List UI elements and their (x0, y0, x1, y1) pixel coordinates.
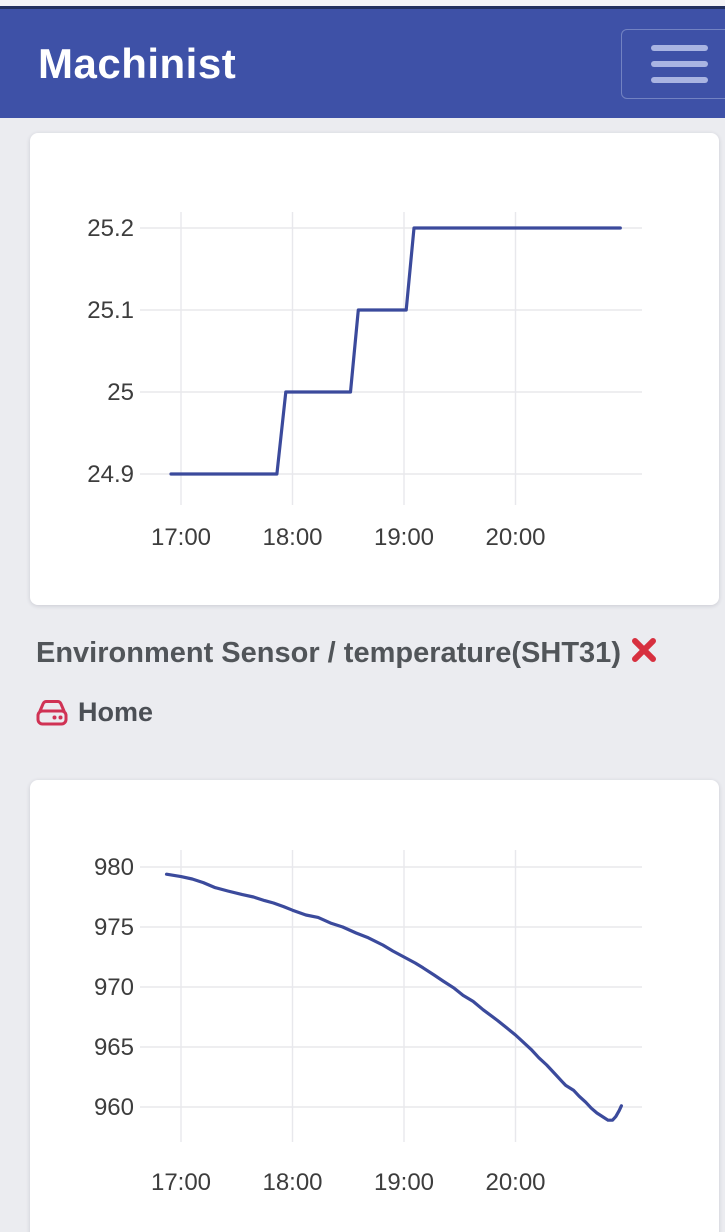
breadcrumb-home-label: Home (78, 697, 154, 727)
svg-text:960: 960 (94, 1094, 134, 1121)
chart-card-temperature: 17:00 18:00 19:00 20:00 25.2 25.1 25 24.9 (30, 133, 719, 605)
svg-text:17:00: 17:00 (151, 1169, 211, 1196)
menu-button[interactable] (621, 29, 725, 99)
svg-text:19:00: 19:00 (374, 1169, 434, 1196)
svg-text:25.2: 25.2 (87, 215, 134, 242)
svg-text:25: 25 (107, 379, 134, 406)
svg-text:970: 970 (94, 974, 134, 1001)
svg-text:980: 980 (94, 854, 134, 881)
svg-text:20:00: 20:00 (485, 1169, 545, 1196)
chart-card-pressure: 17:00 18:00 19:00 20:00 980 975 970 965 960 (30, 780, 719, 1232)
pressure-chart[interactable]: 17:00 18:00 19:00 20:00 980 975 970 965 960 (30, 780, 719, 1232)
svg-text:25.1: 25.1 (87, 297, 134, 324)
page-top-strip (0, 0, 725, 6)
svg-text:18:00: 18:00 (262, 524, 322, 551)
svg-text:20:00: 20:00 (485, 524, 545, 551)
svg-text:18:00: 18:00 (262, 1169, 322, 1196)
app-title: Machinist (38, 39, 237, 87)
svg-text:24.9: 24.9 (87, 461, 134, 488)
svg-text:975: 975 (94, 914, 134, 941)
app-header: Machinist (0, 6, 725, 118)
sensor-title-row: Environment Sensor / temperature(SHT31) (36, 635, 719, 677)
close-icon[interactable] (631, 637, 657, 677)
svg-text:17:00: 17:00 (151, 524, 211, 551)
breadcrumb-home-link[interactable]: Home (36, 697, 153, 728)
svg-text:19:00: 19:00 (374, 524, 434, 551)
temperature-chart[interactable]: 17:00 18:00 19:00 20:00 25.2 25.1 25 24.9 (30, 133, 719, 605)
svg-text:965: 965 (94, 1034, 134, 1061)
hamburger-icon (650, 45, 708, 83)
sensor-title: Environment Sensor / temperature(SHT31) (36, 637, 621, 669)
hdd-icon (36, 698, 68, 728)
